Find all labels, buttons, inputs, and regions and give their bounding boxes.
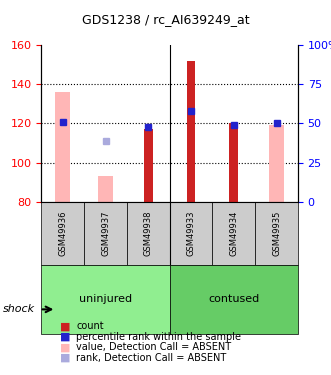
Text: value, Detection Call = ABSENT: value, Detection Call = ABSENT <box>76 342 231 352</box>
Text: ■: ■ <box>60 321 70 331</box>
Text: ■: ■ <box>60 353 70 363</box>
FancyBboxPatch shape <box>169 265 298 334</box>
FancyBboxPatch shape <box>41 265 169 334</box>
Text: count: count <box>76 321 104 331</box>
Text: ■: ■ <box>60 332 70 342</box>
Text: GDS1238 / rc_AI639249_at: GDS1238 / rc_AI639249_at <box>82 13 249 26</box>
Text: GSM49933: GSM49933 <box>186 211 196 256</box>
Text: rank, Detection Call = ABSENT: rank, Detection Call = ABSENT <box>76 353 226 363</box>
Text: contused: contused <box>208 294 260 304</box>
Text: GSM49935: GSM49935 <box>272 211 281 256</box>
FancyBboxPatch shape <box>127 202 169 265</box>
Text: shock: shock <box>3 304 35 314</box>
FancyBboxPatch shape <box>169 202 213 265</box>
Text: GSM49937: GSM49937 <box>101 211 110 256</box>
Bar <box>269 125 284 202</box>
Bar <box>187 61 195 202</box>
Text: ■: ■ <box>60 342 70 352</box>
Bar <box>144 129 153 202</box>
FancyBboxPatch shape <box>84 202 127 265</box>
Text: GSM49934: GSM49934 <box>229 211 238 256</box>
Text: uninjured: uninjured <box>79 294 132 304</box>
Text: percentile rank within the sample: percentile rank within the sample <box>76 332 241 342</box>
Bar <box>98 176 113 202</box>
Bar <box>229 123 238 202</box>
Text: GSM49938: GSM49938 <box>144 211 153 256</box>
Bar <box>55 92 71 202</box>
FancyBboxPatch shape <box>213 202 255 265</box>
Text: GSM49936: GSM49936 <box>58 211 67 256</box>
FancyBboxPatch shape <box>41 202 84 265</box>
FancyBboxPatch shape <box>255 202 298 265</box>
